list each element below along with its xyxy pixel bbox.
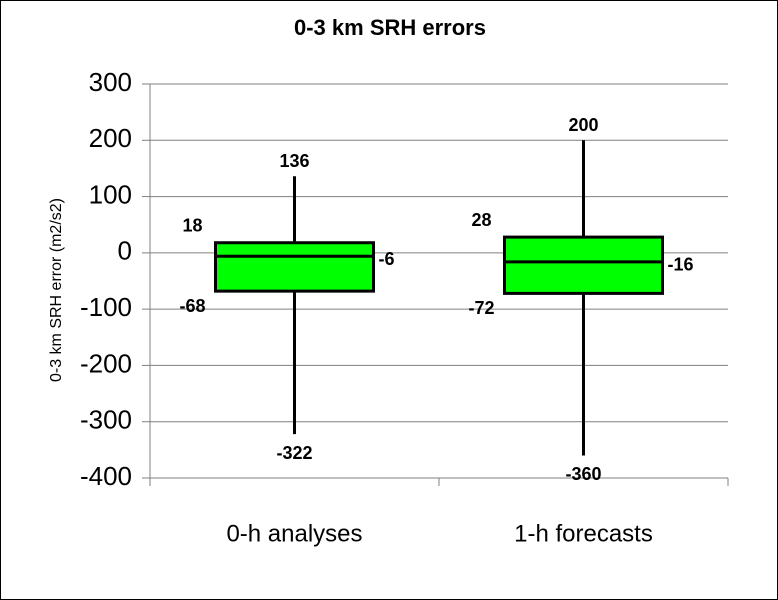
y-axis-label: 0-3 km SRH error (m2/s2) xyxy=(48,198,65,382)
box xyxy=(214,241,375,293)
y-tick-label: 200 xyxy=(89,123,132,153)
y-tick-label: -200 xyxy=(80,348,132,378)
chart-title: 0-3 km SRH errors xyxy=(294,15,486,40)
q1-label: -72 xyxy=(468,298,494,318)
x-tick-label: 0-h analyses xyxy=(226,520,362,547)
y-tick-label: -100 xyxy=(80,292,132,322)
y-tick-label: 100 xyxy=(89,179,132,209)
min-label: -360 xyxy=(565,464,601,484)
max-label: 136 xyxy=(279,151,309,171)
median-label: -16 xyxy=(668,255,694,275)
q1-label: -68 xyxy=(179,296,205,316)
q3-label: 28 xyxy=(471,210,491,230)
y-tick-label: -300 xyxy=(80,405,132,435)
q3-label: 18 xyxy=(182,215,202,235)
box xyxy=(503,235,664,295)
max-label: 200 xyxy=(568,115,598,135)
y-tick-label: 0 xyxy=(118,236,132,266)
min-label: -322 xyxy=(276,443,312,463)
median-label: -6 xyxy=(379,249,395,269)
y-tick-label: -400 xyxy=(80,461,132,491)
x-tick-label: 1-h forecasts xyxy=(514,520,653,547)
y-tick-label: 300 xyxy=(89,67,132,97)
